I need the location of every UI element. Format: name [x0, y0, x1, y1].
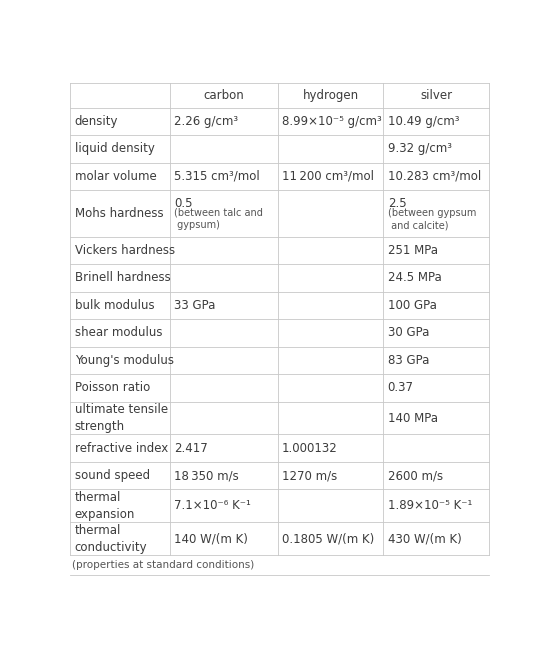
- Text: Brinell hardness: Brinell hardness: [75, 271, 170, 284]
- Text: molar volume: molar volume: [75, 170, 156, 183]
- Text: 10.283 cm³/mol: 10.283 cm³/mol: [388, 170, 481, 183]
- Text: 83 GPa: 83 GPa: [388, 354, 429, 367]
- Text: 0.1805 W/(m K): 0.1805 W/(m K): [282, 532, 374, 545]
- Text: 2600 m/s: 2600 m/s: [388, 469, 443, 482]
- Text: Poisson ratio: Poisson ratio: [75, 382, 150, 395]
- Text: 30 GPa: 30 GPa: [388, 326, 429, 339]
- Text: 2.26 g/cm³: 2.26 g/cm³: [174, 115, 238, 128]
- Text: 430 W/(m K): 430 W/(m K): [388, 532, 461, 545]
- Text: thermal
expansion: thermal expansion: [75, 491, 135, 521]
- Text: (between gypsum
 and calcite): (between gypsum and calcite): [388, 208, 476, 230]
- Text: 5.315 cm³/mol: 5.315 cm³/mol: [174, 170, 260, 183]
- Text: 2.5: 2.5: [388, 197, 406, 210]
- Text: liquid density: liquid density: [75, 143, 155, 156]
- Text: silver: silver: [420, 89, 453, 102]
- Text: 8.99×10⁻⁵ g/cm³: 8.99×10⁻⁵ g/cm³: [282, 115, 382, 128]
- Text: 1.89×10⁻⁵ K⁻¹: 1.89×10⁻⁵ K⁻¹: [388, 499, 472, 512]
- Text: hydrogen: hydrogen: [302, 89, 359, 102]
- Text: 140 MPa: 140 MPa: [388, 411, 438, 424]
- Text: ultimate tensile
strength: ultimate tensile strength: [75, 403, 168, 433]
- Text: shear modulus: shear modulus: [75, 326, 162, 339]
- Text: 140 W/(m K): 140 W/(m K): [174, 532, 248, 545]
- Text: Young's modulus: Young's modulus: [75, 354, 174, 367]
- Text: 9.32 g/cm³: 9.32 g/cm³: [388, 143, 452, 156]
- Text: (properties at standard conditions): (properties at standard conditions): [73, 560, 255, 570]
- Text: 0.37: 0.37: [388, 382, 414, 395]
- Text: 1270 m/s: 1270 m/s: [282, 469, 337, 482]
- Text: 0.5: 0.5: [174, 197, 193, 210]
- Text: 11 200 cm³/mol: 11 200 cm³/mol: [282, 170, 374, 183]
- Text: 33 GPa: 33 GPa: [174, 299, 216, 312]
- Text: (between talc and
 gypsum): (between talc and gypsum): [174, 208, 263, 230]
- Text: thermal
conductivity: thermal conductivity: [75, 524, 147, 554]
- Text: 2.417: 2.417: [174, 442, 208, 455]
- Text: 10.49 g/cm³: 10.49 g/cm³: [388, 115, 459, 128]
- Text: carbon: carbon: [203, 89, 244, 102]
- Text: 18 350 m/s: 18 350 m/s: [174, 469, 239, 482]
- Text: density: density: [75, 115, 118, 128]
- Text: Vickers hardness: Vickers hardness: [75, 244, 175, 257]
- Text: refractive index: refractive index: [75, 442, 168, 455]
- Text: bulk modulus: bulk modulus: [75, 299, 154, 312]
- Text: 1.000132: 1.000132: [282, 442, 337, 455]
- Text: 251 MPa: 251 MPa: [388, 244, 438, 257]
- Text: 7.1×10⁻⁶ K⁻¹: 7.1×10⁻⁶ K⁻¹: [174, 499, 251, 512]
- Text: sound speed: sound speed: [75, 469, 150, 482]
- Text: 24.5 MPa: 24.5 MPa: [388, 271, 442, 284]
- Text: 100 GPa: 100 GPa: [388, 299, 437, 312]
- Text: Mohs hardness: Mohs hardness: [75, 207, 163, 220]
